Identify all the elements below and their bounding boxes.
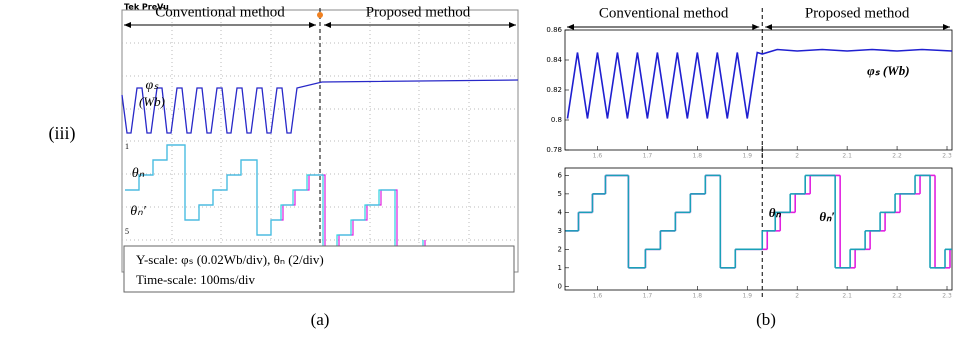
scope-panel: Tek PreVu Conventional method Proposed m… [122, 3, 518, 329]
channel-marker: 5 [125, 227, 129, 236]
phi-label: φₛ [146, 78, 160, 93]
y-scale: Y-scale: φₛ (0.02Wb/div), θₙ (2/div) [136, 252, 324, 267]
phi-unit: (Wb) [139, 94, 165, 109]
caption: (b) [756, 310, 776, 329]
y-tick-label: 1 [558, 264, 562, 272]
x-tick-label: 2 [795, 153, 799, 160]
caption: (a) [311, 310, 330, 329]
x-tick-label: 1.8 [693, 293, 703, 300]
x-tick-label: 1.7 [643, 153, 653, 160]
trigger-marker [317, 12, 323, 18]
series-label: θₙ′ [819, 209, 835, 224]
series-label: φₛ (Wb) [867, 63, 909, 78]
x-tick-label: 1.8 [693, 153, 703, 160]
right-title: Proposed method [805, 5, 910, 21]
y-tick-label: 0.84 [546, 56, 562, 64]
figure: (iii) Tek PreVu Conventional method Prop… [0, 0, 956, 334]
x-tick-label: 2.3 [942, 293, 952, 300]
left-title: Conventional method [599, 5, 729, 21]
time-scale: Time-scale: 100ms/div [136, 272, 256, 287]
x-tick-label: 2.1 [842, 293, 852, 300]
left-title: Conventional method [155, 4, 285, 20]
y-tick-label: 5 [558, 190, 562, 198]
theta-prime-label: θₙ′ [130, 204, 146, 219]
series-label: θₙ [769, 205, 782, 220]
x-tick-label: 1.9 [742, 153, 752, 160]
x-tick-label: 1.9 [742, 293, 752, 300]
x-tick-label: 2.1 [842, 153, 852, 160]
x-tick-label: 1.6 [593, 293, 603, 300]
y-tick-label: 0.82 [546, 86, 562, 94]
x-tick-label: 2.3 [942, 153, 952, 160]
y-tick-label: 3 [558, 227, 562, 235]
theta-label: θₙ [132, 166, 145, 181]
y-tick-label: 0.78 [546, 146, 562, 154]
x-tick-label: 2.2 [892, 153, 902, 160]
y-tick-label: 4 [558, 208, 563, 216]
x-tick-label: 2.2 [892, 293, 902, 300]
x-tick-label: 1.6 [593, 153, 603, 160]
y-tick-label: 2 [558, 245, 562, 253]
x-tick-label: 1.7 [643, 293, 653, 300]
y-tick-label: 0 [558, 282, 562, 290]
right-title: Proposed method [366, 4, 471, 20]
y-tick-label: 6 [558, 171, 563, 179]
x-tick-label: 2 [795, 293, 799, 300]
plot-frame [565, 168, 952, 290]
channel-marker: 1 [125, 142, 129, 151]
y-tick-label: 0.8 [551, 116, 562, 124]
row-label: (iii) [49, 123, 76, 144]
y-tick-label: 0.86 [546, 26, 562, 34]
